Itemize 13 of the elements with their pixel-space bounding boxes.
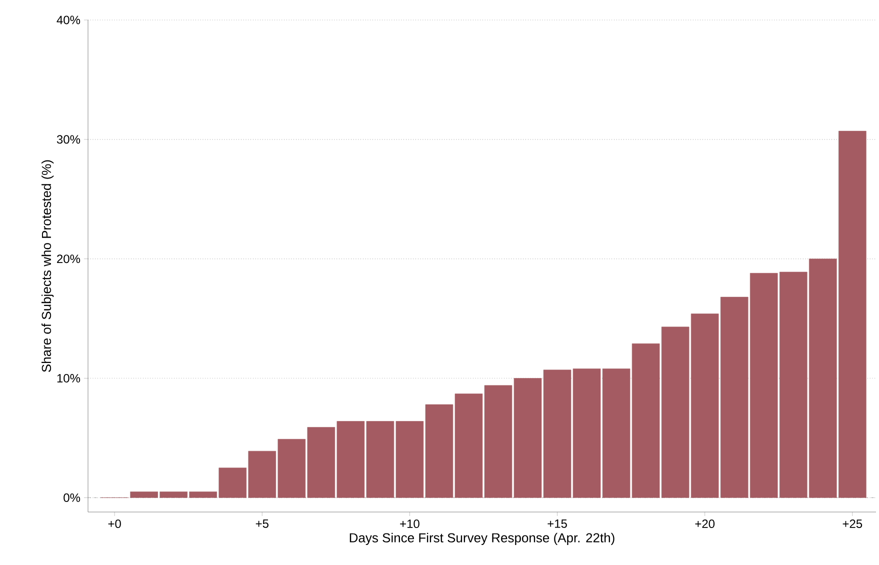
- y-tick-label: 20%: [57, 254, 80, 264]
- x-axis-title: Days Since First Survey Response (Apr. 22th): [350, 532, 614, 545]
- y-tick-label: 30%: [56, 135, 80, 144]
- x-tick-label: +5: [256, 520, 268, 528]
- x-tick-label: +25: [842, 520, 862, 528]
- x-tick-label: +0: [108, 520, 121, 528]
- x-tick-label: +15: [548, 520, 567, 528]
- y-axis-title: Share of Subjects who Protested (%): [42, 160, 54, 372]
- x-tick-label: +10: [400, 520, 420, 528]
- y-tick-label: 0%: [64, 493, 80, 502]
- y-tick-label: 10%: [57, 374, 80, 383]
- y-tick-label: 40%: [56, 16, 80, 24]
- x-tick-label: +20: [695, 520, 715, 528]
